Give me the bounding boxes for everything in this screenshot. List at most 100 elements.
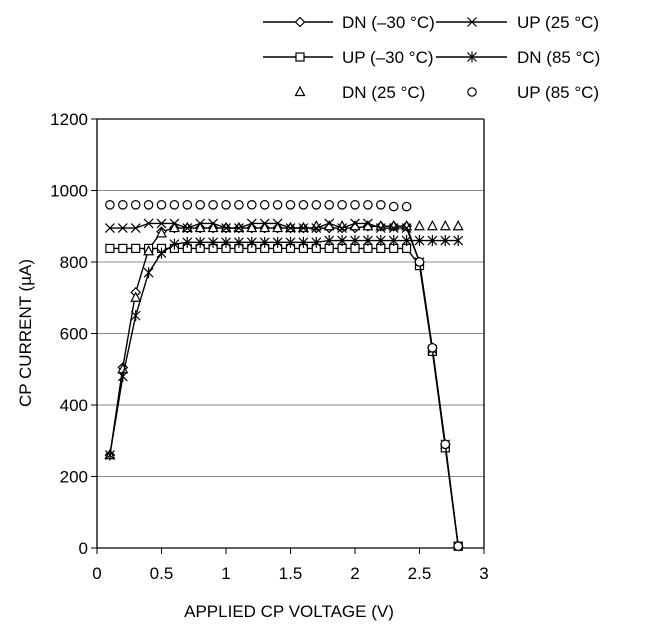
y-tick-label: 200: [60, 468, 88, 487]
y-axis-title: CP CURRENT (µA): [16, 259, 35, 407]
data-point-asterisk: [311, 236, 322, 248]
axes: [91, 118, 485, 554]
series-6: [105, 200, 463, 552]
data-point-asterisk: [130, 310, 141, 322]
data-point-circle: [414, 257, 425, 267]
data-point-asterisk: [221, 236, 231, 248]
data-point-asterisk: [156, 247, 167, 259]
data-point-circle: [350, 200, 360, 210]
data-point-x: [246, 218, 257, 229]
data-point-asterisk: [375, 235, 386, 247]
grid-lines: [97, 118, 484, 477]
data-point-circle: [156, 200, 167, 210]
legend-marker-square: [295, 52, 305, 62]
y-tick-label: 1200: [50, 110, 88, 129]
data-point-x: [285, 223, 296, 233]
series-4: [104, 218, 464, 552]
data-point-x: [388, 223, 399, 233]
data-point-x: [350, 218, 360, 229]
data-point-x: [311, 223, 322, 233]
data-point-triangle: [156, 227, 167, 238]
legend-marker-diamond: [294, 16, 306, 28]
legend-item: UP (25 °C): [436, 13, 599, 32]
data-point-circle: [118, 200, 128, 210]
data-point-asterisk: [104, 449, 115, 461]
data-point-circle: [234, 200, 244, 210]
legend-label: UP (25 °C): [517, 13, 599, 32]
data-point-circle: [298, 200, 309, 210]
legend: DN (–30 °C) UP (–30 °C) DN (25 °C) UP (25 °…: [263, 13, 600, 102]
data-point-x: [195, 218, 206, 229]
series-line: [109, 222, 459, 547]
data-point-square: [118, 243, 128, 254]
data-point-asterisk: [143, 267, 154, 279]
legend-label: DN (25 °C): [342, 83, 425, 102]
data-point-triangle: [168, 221, 180, 233]
data-point-asterisk: [362, 235, 373, 247]
data-point-asterisk: [182, 236, 193, 248]
y-tick-label: 600: [60, 325, 88, 344]
data-point-x: [324, 218, 335, 229]
y-tick-label: 400: [60, 396, 88, 415]
data-point-triangle: [143, 244, 155, 256]
data-point-x: [259, 218, 270, 229]
data-point-x: [182, 223, 193, 233]
data-point-triangle: [452, 219, 464, 231]
data-point-circle: [453, 541, 463, 552]
data-point-circle: [143, 200, 154, 210]
data-point-asterisk: [440, 235, 451, 247]
data-point-asterisk: [388, 235, 399, 247]
data-point-triangle: [207, 221, 219, 233]
data-point-circle: [285, 200, 296, 210]
data-point-asterisk: [298, 236, 309, 248]
tick-labels: 0 200 400 600 800 1000 1200 0 0.5 1 1.5 2 2.5 3: [50, 110, 489, 583]
data-point-circle: [401, 201, 412, 212]
legend-item: DN (85 °C): [436, 48, 600, 67]
data-point-asterisk: [169, 238, 180, 250]
legend-item: DN (25 °C): [294, 83, 425, 102]
legend-marker-circle: [467, 87, 477, 97]
data-point-circle: [182, 200, 193, 210]
data-point-x: [337, 223, 348, 233]
data-point-asterisk: [117, 370, 128, 382]
data-point-x: [375, 223, 386, 233]
legend-item: DN (–30 °C): [263, 13, 435, 32]
data-point-x: [169, 218, 180, 229]
data-point-x: [117, 223, 128, 233]
x-tick-label: 3: [479, 564, 488, 583]
data-point-circle: [272, 200, 283, 210]
data-point-circle: [259, 200, 270, 210]
x-axis-title: APPLIED CP VOLTAGE (V): [184, 602, 394, 621]
data-point-circle: [363, 200, 373, 210]
x-tick-label: 0: [92, 564, 101, 583]
y-tick-label: 800: [60, 253, 88, 272]
legend-label: DN (85 °C): [517, 48, 600, 67]
data-point-circle: [195, 200, 205, 210]
x-tick-label: 1.5: [279, 564, 303, 583]
legend-label: UP (–30 °C): [342, 48, 434, 67]
x-tick-label: 2: [350, 564, 359, 583]
data-point-asterisk: [195, 236, 206, 248]
data-point-square: [105, 243, 115, 254]
x-tick-label: 0.5: [150, 564, 174, 583]
data-point-asterisk: [337, 235, 348, 247]
data-point-x: [156, 218, 167, 229]
series-line: [109, 239, 459, 456]
data-point-x: [143, 218, 154, 229]
data-point-x: [221, 223, 231, 233]
data-point-circle: [440, 439, 451, 450]
data-point-asterisk: [208, 236, 219, 248]
data-point-circle: [427, 342, 438, 353]
data-point-circle: [247, 200, 257, 210]
x-tick-label: 1: [221, 564, 230, 583]
data-point-asterisk: [272, 236, 283, 248]
legend-marker-x: [467, 17, 477, 27]
legend-marker-asterisk: [467, 51, 477, 63]
data-point-triangle: [259, 221, 271, 233]
legend-label: UP (85 °C): [517, 83, 599, 102]
data-point-asterisk: [246, 236, 257, 248]
data-point-asterisk: [285, 236, 296, 248]
data-point-asterisk: [427, 235, 438, 247]
data-point-circle: [130, 200, 141, 210]
